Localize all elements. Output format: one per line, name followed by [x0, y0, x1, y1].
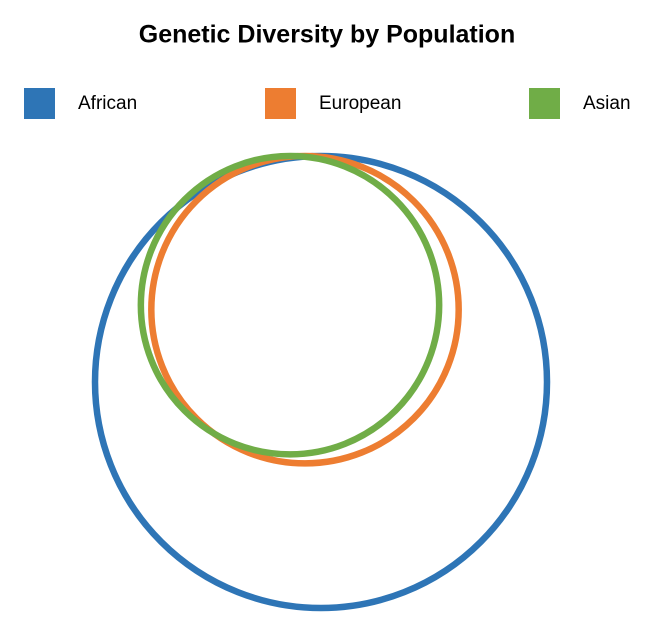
chart-title: Genetic Diversity by Population: [139, 21, 515, 49]
legend-label: Asian: [583, 93, 631, 114]
legend-swatch: [265, 88, 296, 119]
legend-swatch: [24, 88, 55, 119]
population-circle: [148, 152, 462, 467]
legend-swatch: [529, 88, 560, 119]
legend-label: European: [319, 93, 401, 114]
legend-label: African: [78, 93, 137, 114]
population-circle: [137, 152, 443, 458]
